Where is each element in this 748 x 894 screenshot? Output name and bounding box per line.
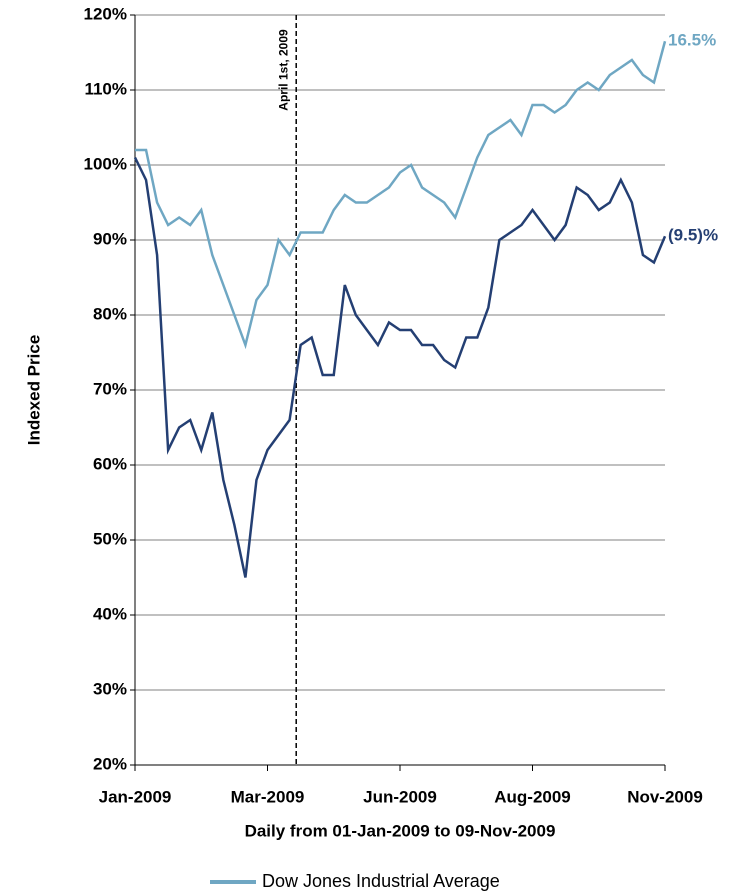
y-tick-label: 50%	[93, 529, 127, 548]
annotation: April 1st, 2009	[276, 29, 290, 111]
x-tick-label: Nov-2009	[627, 787, 703, 806]
y-tick-label: 80%	[93, 304, 127, 323]
y-tick-label: 90%	[93, 229, 127, 248]
x-tick-label: Jan-2009	[99, 787, 172, 806]
y-tick-label: 120%	[84, 4, 127, 23]
end-label: 16.5%	[668, 31, 716, 50]
end-label: (9.5)%	[668, 226, 718, 245]
series-line	[135, 40, 667, 350]
x-tick-label: Aug-2009	[494, 787, 571, 806]
y-tick-label: 40%	[93, 604, 127, 623]
y-tick-label: 100%	[84, 154, 127, 173]
x-tick-label: Mar-2009	[231, 787, 305, 806]
x-axis-label: Daily from 01-Jan-2009 to 09-Nov-2009	[245, 821, 556, 840]
y-tick-label: 60%	[93, 454, 127, 473]
y-tick-label: 70%	[93, 379, 127, 398]
y-tick-label: 110%	[84, 79, 127, 98]
series-line	[133, 156, 667, 578]
y-tick-label: 20%	[93, 754, 127, 773]
y-axis-label: Indexed Price	[24, 335, 43, 446]
x-tick-label: Jun-2009	[363, 787, 437, 806]
y-tick-label: 30%	[93, 679, 127, 698]
legend-label: Dow Jones Industrial Average	[262, 871, 500, 891]
